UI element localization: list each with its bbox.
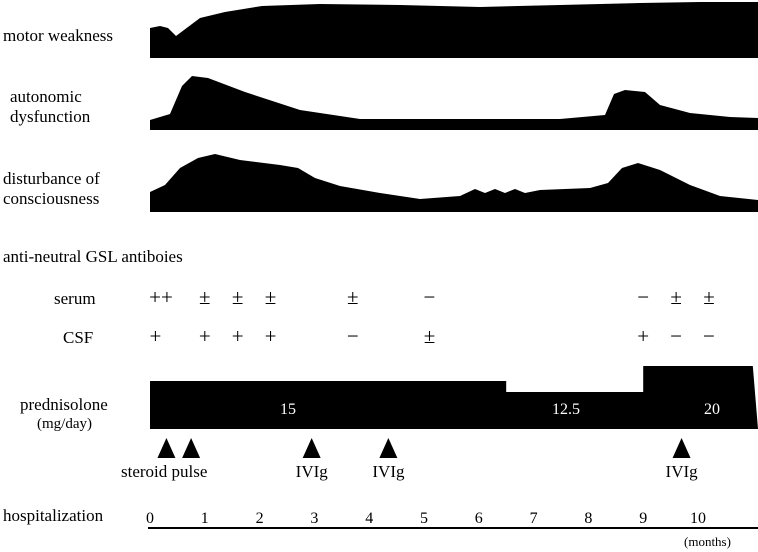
treatment-label: steroid pulse: [121, 462, 208, 481]
csf-result: +: [149, 324, 162, 348]
csf-result: ±: [423, 324, 436, 348]
month-tick: 3: [310, 510, 319, 527]
month-tick: 1: [200, 510, 209, 527]
csf-label: CSF: [63, 328, 94, 347]
month-tick: 2: [255, 510, 264, 527]
dose-label: 12.5: [552, 401, 580, 418]
dose-label: 20: [704, 401, 720, 418]
dose-label: 15: [280, 401, 296, 418]
serum-result: ±: [231, 285, 244, 309]
hospitalization-label: hospitalization: [3, 506, 104, 525]
treatment-arrow: [157, 438, 176, 458]
month-tick: 10: [690, 510, 706, 527]
consciousness-disturbance-curve: [150, 154, 758, 212]
csf-result: −: [670, 324, 682, 348]
csf-result: +: [637, 324, 650, 348]
serum-result: ±: [199, 285, 211, 309]
month-tick: 5: [420, 510, 428, 527]
motor-weakness-label: motor weakness: [3, 26, 114, 45]
prednisolone-unit: (mg/day): [37, 416, 92, 432]
month-tick: 8: [584, 510, 593, 527]
motor-weakness-curve: [150, 2, 758, 58]
csf-result: +: [264, 324, 277, 348]
month-tick: 4: [365, 510, 374, 527]
months-unit: (months): [684, 534, 731, 549]
csf-result: +: [231, 324, 244, 348]
csf-result: +: [198, 324, 211, 348]
treatment-arrow: [182, 438, 201, 458]
serum-result: −: [637, 285, 650, 309]
month-tick: 0: [146, 510, 154, 527]
antibody-title: anti-neutral GSL antiboies: [3, 247, 183, 266]
treatment-arrow: [672, 438, 691, 458]
treatment-label: IVIg: [665, 462, 698, 481]
autonomic-dysfunction-curve: [150, 76, 758, 130]
prednisolone-label: prednisolone: [20, 395, 108, 414]
serum-result: ++: [149, 285, 173, 309]
csf-result: −: [346, 324, 359, 348]
serum-result: ±: [670, 285, 682, 309]
serum-result: ±: [346, 285, 359, 309]
serum-result: ±: [703, 285, 715, 309]
month-tick: 9: [639, 510, 648, 527]
serum-label: serum: [54, 289, 96, 308]
treatment-label: IVIg: [372, 462, 405, 481]
autonomic-dysfunction-label: autonomic dysfunction: [10, 87, 91, 126]
serum-result: −: [423, 285, 436, 309]
serum-result: ±: [264, 285, 277, 309]
month-tick: 6: [474, 510, 483, 527]
month-tick: 7: [529, 510, 538, 527]
prednisolone-dose-bar: [150, 366, 758, 429]
treatment-arrow: [302, 438, 321, 458]
treatment-markers: [157, 438, 691, 458]
treatment-label: IVIg: [295, 462, 328, 481]
treatment-arrow: [379, 438, 398, 458]
consciousness-label: disturbance of consciousness: [3, 169, 100, 208]
csf-result: −: [703, 324, 715, 348]
